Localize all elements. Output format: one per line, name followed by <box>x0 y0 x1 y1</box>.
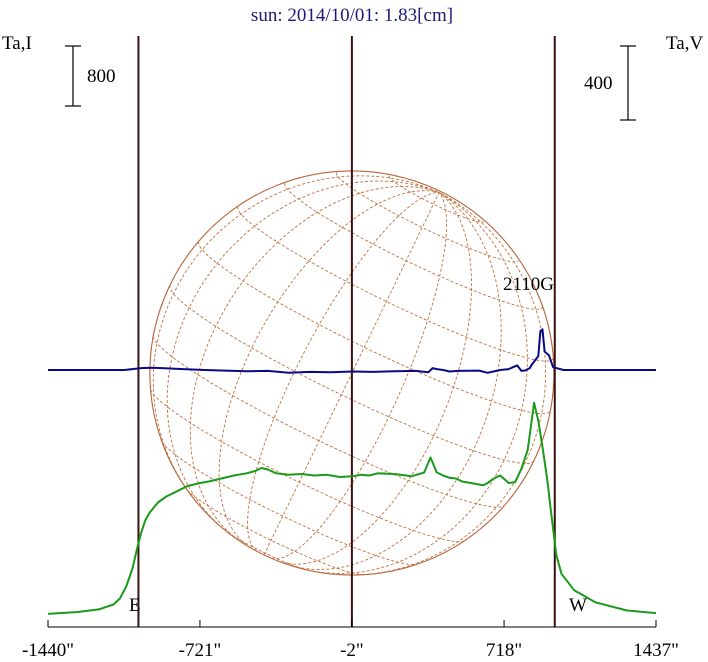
field-strength-annotation: 2110G <box>503 274 554 295</box>
left-axis-label: Ta,I <box>2 33 32 54</box>
west-limb-label: W <box>569 595 587 616</box>
x-tick-label: -721" <box>179 640 222 661</box>
chart-title: sun: 2014/10/01: 1.83[cm] <box>251 5 453 26</box>
solar-disk <box>149 170 555 576</box>
meridian-line <box>352 192 547 576</box>
parallel-line <box>237 206 554 362</box>
left-scale-bar <box>65 45 81 107</box>
series-layer <box>47 328 657 615</box>
meridian-line <box>152 175 440 499</box>
right-scale-bar-label: 400 <box>584 73 613 94</box>
parallel-line <box>150 389 465 543</box>
x-tick-label: 718" <box>486 640 522 661</box>
parallel-line <box>169 284 535 464</box>
meridian-line <box>247 191 440 552</box>
series-line-I <box>47 401 657 615</box>
meridian-line <box>291 192 502 570</box>
parallel-line <box>161 441 417 566</box>
parallel-line <box>152 336 505 508</box>
parallel-line <box>224 529 309 571</box>
meridian-line <box>189 185 440 541</box>
parallel-line <box>186 489 363 576</box>
meridian-line <box>278 192 472 565</box>
vertical-markers <box>137 36 556 627</box>
x-axis-ticks: -1440" -721" -2" 718" 1437" <box>22 620 679 661</box>
meridian-line <box>263 192 440 556</box>
series-line-V <box>48 328 656 374</box>
x-tick-label: 1437" <box>633 640 679 661</box>
east-limb-label: E <box>129 595 141 616</box>
right-scale-bar <box>620 45 636 121</box>
meridian-line <box>271 192 448 560</box>
left-scale-bar-label: 800 <box>87 66 116 87</box>
meridian-line <box>218 190 440 548</box>
x-tick-label: -2" <box>340 640 364 661</box>
parallel-line <box>284 183 543 310</box>
parallel-line <box>335 172 519 263</box>
right-axis-label: Ta,V <box>666 33 703 54</box>
x-tick-label: -1440" <box>22 640 74 661</box>
